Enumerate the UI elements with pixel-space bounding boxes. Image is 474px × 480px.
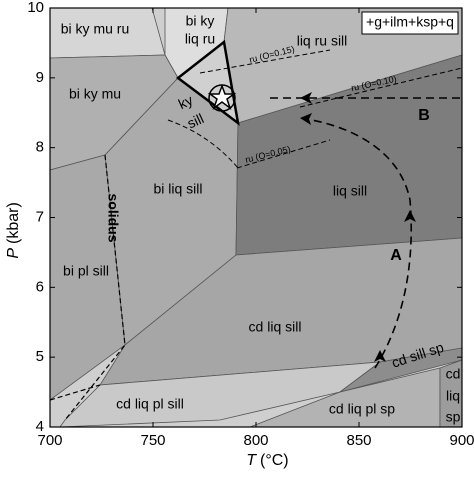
y-tick-label: 4: [36, 418, 44, 435]
path-label: B: [418, 107, 430, 124]
fields: [49, 7, 463, 428]
field-label: bi ky mu ru: [61, 21, 129, 37]
x-tick-label: 900: [449, 432, 474, 449]
arrow: [404, 210, 416, 222]
y-tick-label: 6: [36, 278, 44, 295]
isopleth: [236, 139, 331, 169]
y-label: P (kbar): [5, 202, 22, 258]
solidus-label: solidus: [105, 193, 121, 242]
y-tick-label: 10: [27, 0, 44, 16]
arrow: [300, 92, 312, 104]
star: [207, 83, 237, 111]
isopleth: [199, 49, 331, 74]
assemblage-note: +g+ilm+ksp+q: [366, 14, 454, 30]
solidus-line: [49, 384, 101, 401]
y-tick-label: 8: [36, 139, 44, 156]
isopleth: [299, 67, 463, 108]
field-label: bi pl sill: [63, 263, 109, 279]
field-label: liq ru sill: [297, 33, 348, 49]
path-label: A: [390, 247, 402, 264]
note-box: [361, 11, 459, 35]
y-tick-label: 7: [36, 208, 44, 225]
field-label: bi liq sill: [153, 181, 202, 197]
x-label-symbol: T: [246, 452, 257, 469]
x-label-unit: (°C): [260, 452, 289, 469]
field-label: ky: [176, 92, 195, 112]
arrow: [300, 113, 312, 125]
arrows: [300, 92, 416, 362]
y-label-unit: (kbar): [5, 202, 22, 244]
star-circle: [208, 84, 236, 112]
pt-path: [299, 117, 413, 369]
field-label: cd liq sill: [249, 319, 302, 335]
field-label: liq: [446, 388, 460, 404]
y-label-symbol: P: [5, 248, 22, 259]
arrow: [374, 350, 386, 362]
y-tick-label: 5: [36, 348, 44, 365]
x-tick-label: 750: [140, 432, 165, 449]
field-label: bi ky: [186, 13, 215, 29]
field-label: liq sill: [333, 183, 367, 199]
field-label: cd: [446, 366, 461, 382]
field-label: liq ru: [185, 31, 215, 47]
x-tick-label: 850: [346, 432, 371, 449]
field-label: bi ky mu: [69, 86, 121, 102]
field-label: cd liq pl sp: [329, 401, 395, 417]
field-label: cd liq pl sill: [116, 396, 184, 412]
isopleth: [167, 119, 239, 169]
x-tick-label: 800: [243, 432, 268, 449]
x-tick-label: 700: [37, 432, 62, 449]
field-label: sill: [185, 110, 207, 131]
y-tick-label: 9: [36, 69, 44, 86]
field-label: sp: [446, 409, 461, 425]
